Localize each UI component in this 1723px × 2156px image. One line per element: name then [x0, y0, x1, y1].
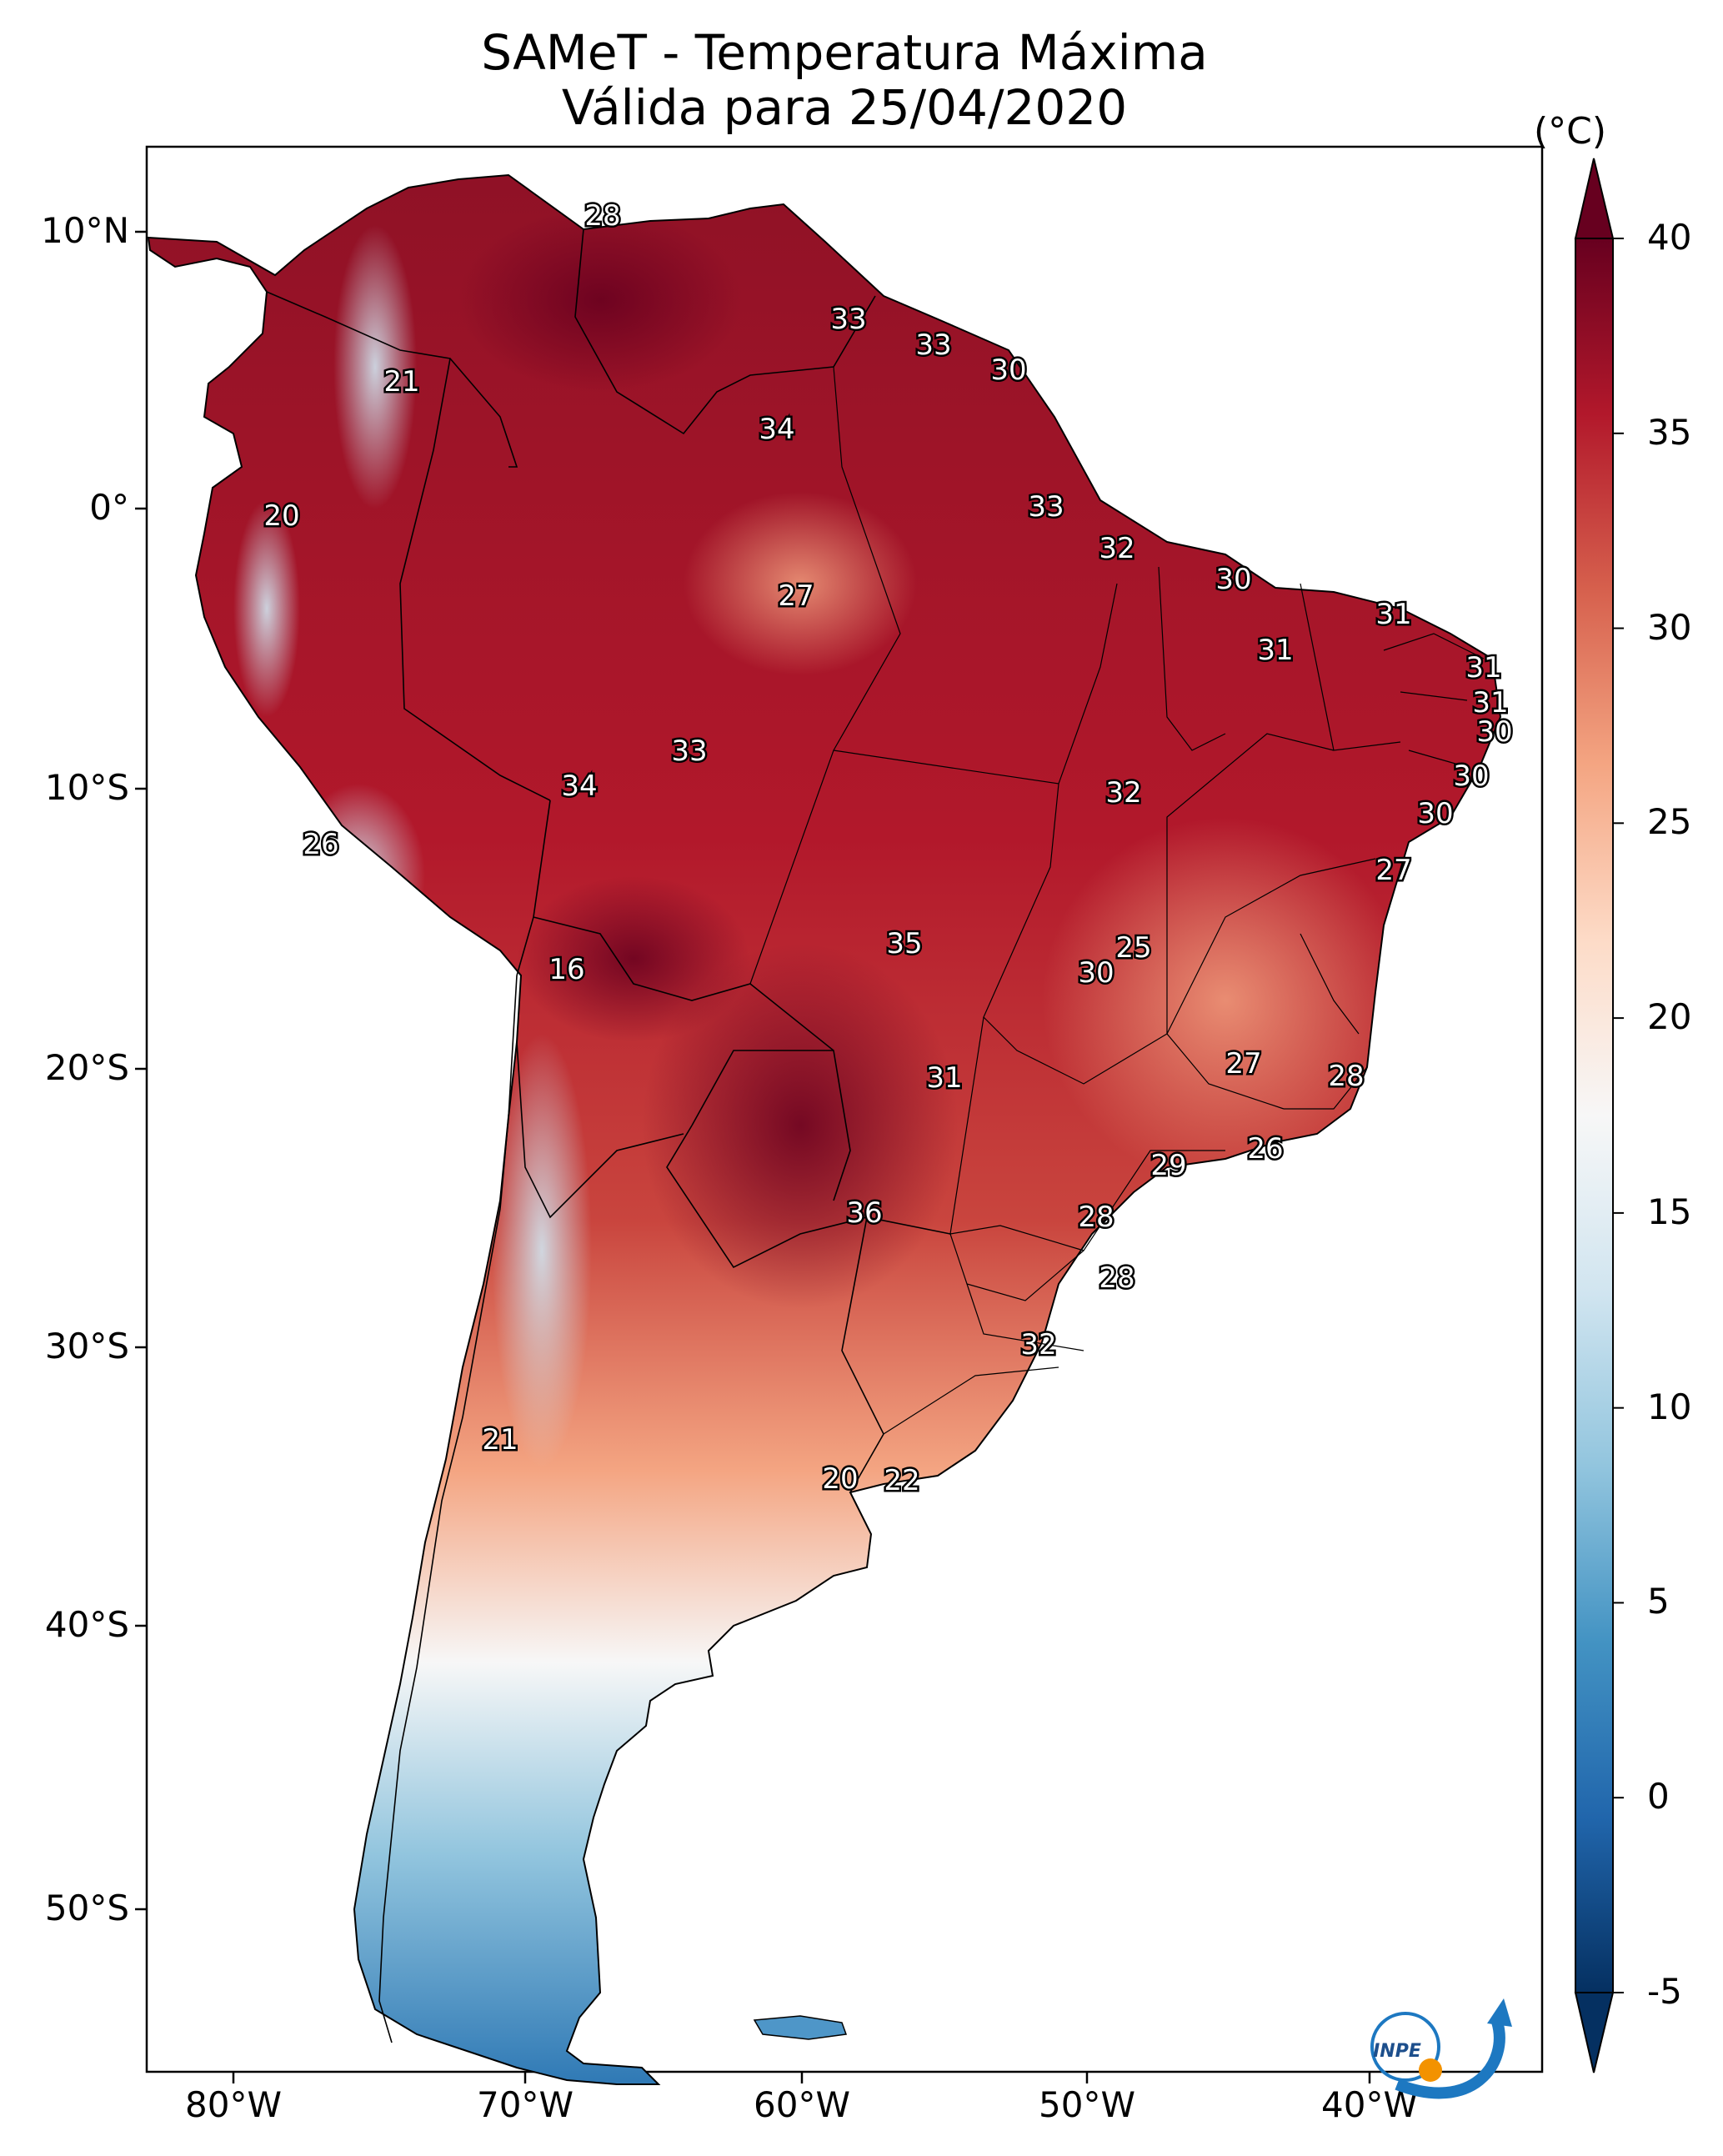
- station-value: 29: [1150, 1149, 1186, 1182]
- state-borders: [749, 366, 1485, 1435]
- map-subtitle-date: Válida para 25/04/2020: [561, 79, 1128, 136]
- station-value: 30: [1453, 760, 1489, 793]
- latitude-label: 50°S: [44, 1888, 129, 1928]
- station-value: 34: [759, 413, 794, 446]
- colorbar-label: 40: [1647, 217, 1692, 258]
- station-value: 21: [383, 365, 419, 399]
- logo-ring: [1370, 2012, 1440, 2082]
- latitude-label: 30°S: [44, 1326, 129, 1366]
- station-value: 30: [990, 353, 1026, 387]
- logo-text: INPE: [1373, 2041, 1421, 2062]
- station-value: 26: [303, 828, 338, 861]
- colorbar-label: -5: [1647, 1971, 1682, 2012]
- colorbar-label: 20: [1647, 996, 1692, 1038]
- longitude-label: 60°W: [754, 2084, 850, 2125]
- longitude-label: 50°W: [1039, 2084, 1135, 2125]
- station-value: 25: [1115, 931, 1151, 965]
- station-value: 16: [548, 953, 584, 986]
- longitude-label: 70°W: [477, 2084, 573, 2125]
- station-value: 34: [561, 770, 597, 803]
- station-value: 35: [886, 927, 922, 960]
- station-value: 31: [926, 1061, 962, 1095]
- station-value: 33: [1028, 490, 1064, 524]
- station-value: 28: [1078, 1201, 1114, 1234]
- colorbar-label: 25: [1647, 801, 1692, 843]
- station-value: 32: [1105, 776, 1141, 810]
- station-value: 36: [846, 1196, 882, 1230]
- map-title: SAMeT - Temperatura Máxima: [481, 24, 1208, 81]
- country-borders: [266, 228, 951, 2043]
- station-value: 27: [1375, 854, 1411, 887]
- logo-sun: [1419, 2058, 1442, 2082]
- colorbar-label: 0: [1647, 1776, 1670, 1818]
- logo-arrow: [1487, 1998, 1512, 2027]
- station-value: 33: [915, 328, 951, 362]
- station-value: 26: [1247, 1132, 1283, 1166]
- station-value: 27: [1225, 1047, 1261, 1081]
- latitude-label: 20°S: [44, 1047, 129, 1088]
- station-value: 32: [1099, 532, 1134, 565]
- station-value: 22: [884, 1464, 919, 1497]
- station-value: 21: [482, 1423, 518, 1457]
- colorbar-unit: (°C): [1534, 110, 1607, 153]
- station-value: 28: [1099, 1261, 1134, 1295]
- colorbar-label: 10: [1647, 1386, 1692, 1427]
- latitude-label: 10°N: [41, 210, 129, 251]
- inpe-logo: INPE: [1370, 1998, 1512, 2099]
- colorbar-label: 30: [1647, 606, 1692, 648]
- latitude-label: 40°S: [44, 1604, 129, 1645]
- station-value: 31: [1375, 598, 1411, 631]
- latitude-label: 10°S: [44, 767, 129, 808]
- station-value: 30: [1078, 956, 1114, 990]
- colorbar-label: 5: [1647, 1581, 1670, 1622]
- station-value: 27: [778, 579, 814, 613]
- latitude-label: 0°: [89, 487, 129, 528]
- station-value: 31: [1472, 686, 1508, 720]
- station-value: 33: [671, 735, 707, 768]
- station-value: 30: [1417, 797, 1453, 830]
- falkland-islands: [753, 2015, 848, 2040]
- logo-arc: [1395, 2019, 1505, 2099]
- colorbar-label: 15: [1647, 1191, 1692, 1232]
- station-value: 32: [1020, 1328, 1056, 1361]
- station-value: 30: [1215, 563, 1251, 596]
- longitude-label: 80°W: [185, 2084, 282, 2125]
- station-value: 28: [584, 199, 620, 233]
- colorbar-label: 35: [1647, 411, 1692, 453]
- colorbar: [1574, 158, 1624, 2073]
- station-value: 31: [1465, 651, 1501, 684]
- station-value: 20: [822, 1462, 858, 1496]
- station-value: 31: [1257, 634, 1293, 667]
- station-value: 30: [1476, 715, 1512, 749]
- station-value: 33: [830, 303, 866, 336]
- station-value: 20: [263, 499, 299, 533]
- station-value: 28: [1328, 1060, 1364, 1093]
